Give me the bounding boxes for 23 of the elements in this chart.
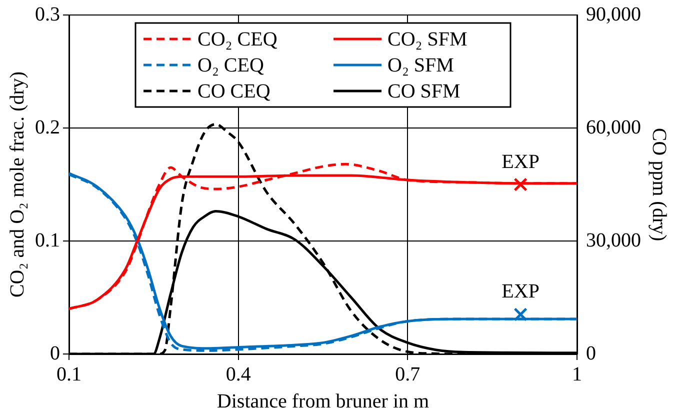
x-tick-label: 0.1 bbox=[56, 363, 82, 386]
legend-label: CO₂ CEQ bbox=[198, 28, 278, 50]
x-tick-label: 1 bbox=[572, 363, 582, 386]
x-axis-title: Distance from bruner in m bbox=[216, 390, 430, 412]
y-tick-label: 0.1 bbox=[35, 229, 60, 252]
legend-label: CO SFM bbox=[388, 80, 461, 102]
x-tick-label: 0.7 bbox=[395, 363, 420, 386]
y2-axis-title: CO ppm (dry) bbox=[648, 128, 670, 242]
y-axis-title: CO₂ and O₂ mole frac. (dry) bbox=[6, 71, 28, 298]
y-tick-label: 0.2 bbox=[35, 116, 60, 138]
legend-label: O₂ SFM bbox=[388, 54, 454, 76]
y-tick-label: 0 bbox=[50, 342, 60, 364]
y-tick-label: 0.3 bbox=[35, 3, 60, 26]
legend-label: CO₂ SFM bbox=[388, 28, 468, 50]
legend-label: CO CEQ bbox=[198, 80, 271, 102]
y2-tick-label: 90,000 bbox=[586, 3, 641, 26]
y2-tick-label: 0 bbox=[586, 342, 596, 364]
x-tick-label: 0.4 bbox=[226, 363, 251, 386]
y2-tick-label: 60,000 bbox=[586, 116, 641, 138]
series-label: EXP bbox=[502, 150, 540, 173]
y2-tick-label: 30,000 bbox=[586, 229, 641, 252]
legend-label: O₂ CEQ bbox=[198, 54, 264, 76]
series-label: EXP bbox=[502, 280, 540, 303]
